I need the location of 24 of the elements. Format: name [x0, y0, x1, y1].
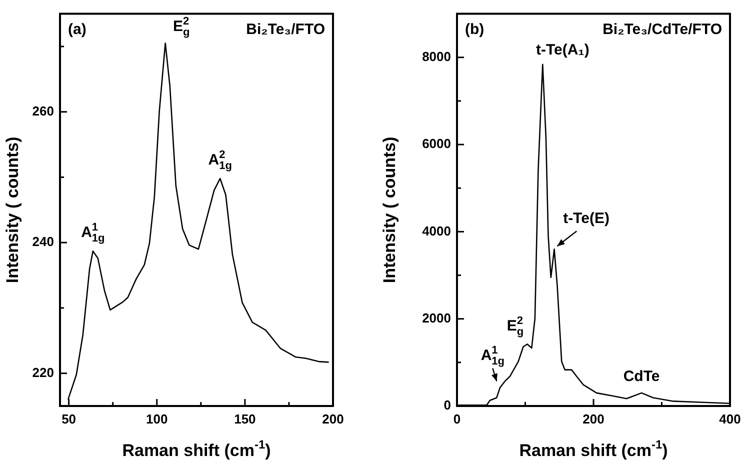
annotation: Bi₂Te₃/FTO	[246, 20, 326, 38]
annotation: t-Te(E)	[563, 210, 610, 228]
y-tick-label: 0	[444, 398, 451, 413]
annotation: (a)	[68, 20, 86, 38]
y-tick-label: 4000	[422, 223, 451, 238]
x-tick-label: 200	[582, 411, 604, 426]
y-axis-title: Intensity ( counts)	[3, 136, 22, 284]
annotation: t-Te(A₁)	[536, 41, 590, 58]
y-axis-title: Intensity ( counts)	[380, 136, 399, 284]
x-tick-label: 200	[322, 411, 344, 426]
y-tick-label: 260	[32, 103, 54, 118]
x-tick-label: 0	[453, 411, 461, 426]
y-tick-label: 2000	[422, 310, 451, 326]
y-tick-label: 8000	[422, 48, 451, 64]
y-tick-label: 240	[32, 234, 54, 250]
x-tick-label: 50	[62, 411, 76, 426]
x-tick-label: 150	[234, 411, 256, 426]
y-tick-label: 6000	[422, 136, 451, 152]
x-tick-label: 100	[146, 411, 168, 426]
x-tick-label: 400	[719, 411, 741, 426]
annotation: CdTe	[623, 368, 660, 385]
annotation: Bi₂Te₃/CdTe/FTO	[602, 20, 722, 38]
annotation: (b)	[465, 20, 484, 38]
y-tick-label: 220	[32, 364, 54, 380]
